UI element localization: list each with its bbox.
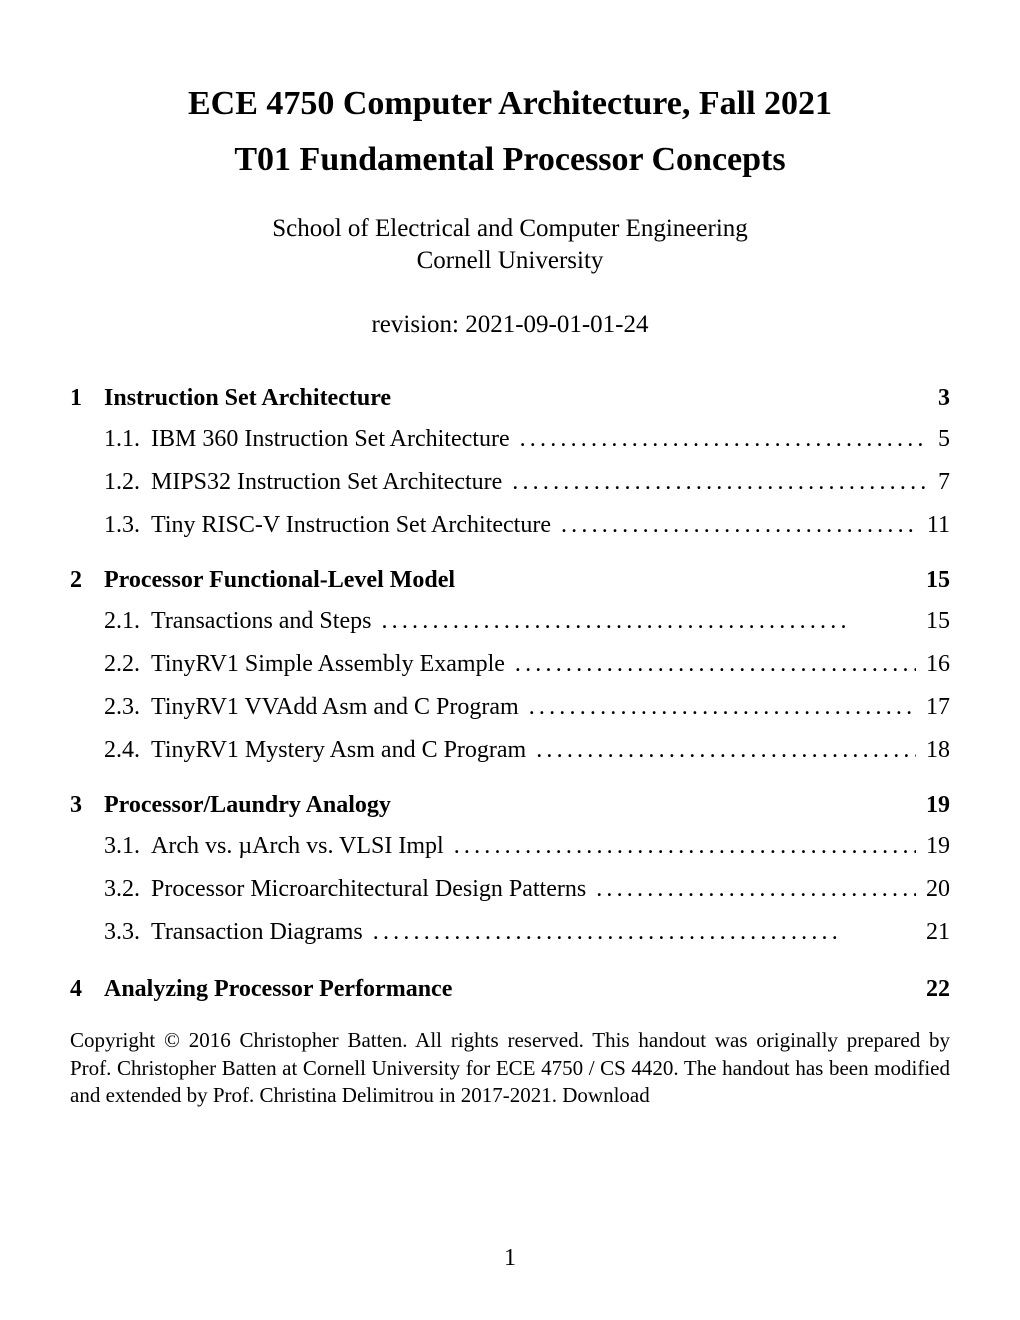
toc-sub-title: TinyRV1 VVAdd Asm and C Program [151, 694, 519, 721]
toc-sub-num: 1.3. [104, 512, 151, 539]
toc-dots: ........................................… [373, 919, 916, 946]
toc-sub-page: 16 [926, 651, 950, 678]
toc-sub-num: 2.4. [104, 737, 151, 764]
toc-dots: ........................................… [512, 469, 928, 496]
toc-sub-page: 18 [926, 737, 950, 764]
university-name: Cornell University [70, 247, 950, 275]
toc-section-page: 19 [926, 792, 950, 819]
toc-sub-page: 11 [927, 512, 950, 539]
toc-section-2: 2 Processor Functional-Level Model 15 [70, 567, 950, 594]
toc-dots: ........................................… [454, 833, 916, 860]
toc-dots: ........................................… [515, 651, 916, 678]
toc-sub-num: 1.2. [104, 469, 151, 496]
toc-section-page: 3 [938, 385, 950, 412]
toc-sub-title: TinyRV1 Simple Assembly Example [151, 651, 505, 678]
toc-sub-title: MIPS32 Instruction Set Architecture [151, 469, 502, 496]
toc-sub-num: 3.2. [104, 876, 151, 903]
toc-section-num: 1 [70, 385, 104, 412]
toc-sub-1-3: 1.3. Tiny RISC-V Instruction Set Archite… [70, 512, 950, 539]
toc-sub-num: 2.3. [104, 694, 151, 721]
toc-section-title: Instruction Set Architecture [104, 385, 926, 412]
toc-sub-page: 15 [926, 608, 950, 635]
toc-sub-3-2: 3.2. Processor Microarchitectural Design… [70, 876, 950, 903]
toc-sub-page: 20 [926, 876, 950, 903]
toc-sub-num: 1.1. [104, 426, 151, 453]
toc-section-page: 22 [926, 976, 950, 1003]
toc-sub-num: 2.1. [104, 608, 151, 635]
toc-sub-page: 7 [938, 469, 950, 496]
toc-sub-page: 19 [926, 833, 950, 860]
toc-section-num: 3 [70, 792, 104, 819]
toc-dots: ........................................… [529, 694, 916, 721]
toc-sub-2-2: 2.2. TinyRV1 Simple Assembly Example ...… [70, 651, 950, 678]
toc-sub-page: 5 [938, 426, 950, 453]
revision-text: revision: 2021-09-01-01-24 [70, 311, 950, 339]
toc-section-title: Processor/Laundry Analogy [104, 792, 914, 819]
school-name: School of Electrical and Computer Engine… [70, 215, 950, 243]
document-title-line1: ECE 4750 Computer Architecture, Fall 202… [70, 85, 950, 123]
toc-sub-2-3: 2.3. TinyRV1 VVAdd Asm and C Program ...… [70, 694, 950, 721]
toc-sub-title: Processor Microarchitectural Design Patt… [151, 876, 586, 903]
toc-sub-num: 3.3. [104, 919, 151, 946]
toc-sub-1-1: 1.1. IBM 360 Instruction Set Architectur… [70, 426, 950, 453]
table-of-contents: 1 Instruction Set Architecture 3 1.1. IB… [70, 385, 950, 1003]
toc-sub-2-1: 2.1. Transactions and Steps ............… [70, 608, 950, 635]
page-number: 1 [0, 1245, 1020, 1272]
toc-sub-page: 21 [926, 919, 950, 946]
toc-sub-title: Transactions and Steps [151, 608, 371, 635]
toc-section-page: 15 [926, 567, 950, 594]
toc-sub-title: Transaction Diagrams [151, 919, 363, 946]
toc-sub-3-3: 3.3. Transaction Diagrams ..............… [70, 919, 950, 946]
toc-sub-page: 17 [926, 694, 950, 721]
toc-dots: ........................................… [561, 512, 917, 539]
toc-sub-2-4: 2.4. TinyRV1 Mystery Asm and C Program .… [70, 737, 950, 764]
toc-section-1: 1 Instruction Set Architecture 3 [70, 385, 950, 412]
toc-sub-1-2: 1.2. MIPS32 Instruction Set Architecture… [70, 469, 950, 496]
document-title-line2: T01 Fundamental Processor Concepts [70, 141, 950, 179]
toc-sub-title: Tiny RISC-V Instruction Set Architecture [151, 512, 551, 539]
toc-sub-num: 2.2. [104, 651, 151, 678]
toc-sub-3-1: 3.1. Arch vs. µArch vs. VLSI Impl ......… [70, 833, 950, 860]
toc-section-3: 3 Processor/Laundry Analogy 19 [70, 792, 950, 819]
toc-dots: ........................................… [596, 876, 916, 903]
toc-section-4: 4 Analyzing Processor Performance 22 [70, 976, 950, 1003]
toc-dots: ........................................… [536, 737, 916, 764]
toc-section-title: Processor Functional-Level Model [104, 567, 914, 594]
toc-dots: ........................................… [381, 608, 916, 635]
toc-section-title: Analyzing Processor Performance [104, 976, 914, 1003]
toc-sub-title: IBM 360 Instruction Set Architecture [151, 426, 510, 453]
toc-section-num: 2 [70, 567, 104, 594]
toc-sub-num: 3.1. [104, 833, 151, 860]
toc-sub-title: TinyRV1 Mystery Asm and C Program [151, 737, 526, 764]
copyright-notice: Copyright © 2016 Christopher Batten. All… [70, 1027, 950, 1110]
toc-dots: ........................................… [520, 426, 928, 453]
toc-section-num: 4 [70, 976, 104, 1003]
toc-sub-title: Arch vs. µArch vs. VLSI Impl [151, 833, 444, 860]
